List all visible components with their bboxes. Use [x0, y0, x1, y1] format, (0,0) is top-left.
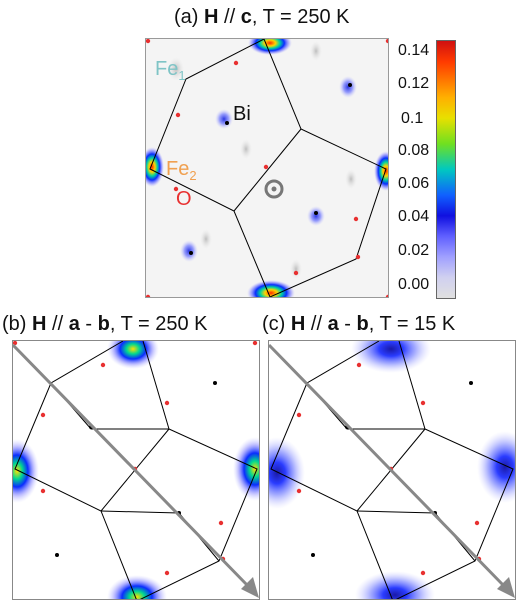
colorbar-tick: 0.14 — [398, 42, 430, 59]
field-out-of-plane-symbol — [264, 179, 284, 199]
panel-a-bi-dots — [189, 83, 352, 255]
panel-c-density-blobs — [269, 341, 515, 599]
colorbar-tick: 0.00 — [398, 276, 430, 293]
panel-a-lattice-lines — [149, 39, 387, 297]
panel-c-title: (c) H // a - b, T = 15 K — [262, 313, 456, 335]
panel-a-grey-blobs — [168, 41, 357, 279]
colorbar — [436, 40, 456, 299]
colorbar-tick: 0.12 — [398, 75, 430, 92]
panel-b-plot — [12, 340, 260, 600]
fe2-label: Fe2 — [166, 158, 197, 183]
panel-b-svg — [13, 341, 259, 599]
panel-b-field-arrow — [13, 343, 259, 598]
colorbar-tick: 0.1 — [401, 110, 424, 127]
panel-b-title: (b) H // a - b, T = 250 K — [2, 313, 208, 335]
colorbar-tick: 0.02 — [398, 242, 430, 259]
panel-a-density-blobs — [146, 39, 388, 297]
panel-a-title: (a) H // c, T = 250 K — [174, 6, 350, 28]
colorbar-tick: 0.08 — [398, 142, 430, 159]
panel-a-o-dots — [146, 39, 388, 297]
panel-b-density-blobs — [13, 341, 259, 599]
panel-c-svg — [269, 341, 515, 599]
colorbar-tick: 0.04 — [398, 208, 430, 225]
fe1-label: Fe1 — [155, 58, 186, 83]
panel-c-plot — [268, 340, 516, 600]
bi-label: Bi — [233, 103, 251, 125]
panel-c-field-arrow — [269, 343, 515, 598]
o-label: O — [176, 188, 192, 210]
panel-a-plot — [145, 38, 389, 298]
panel-a-svg — [146, 39, 388, 297]
colorbar-tick: 0.06 — [398, 175, 430, 192]
